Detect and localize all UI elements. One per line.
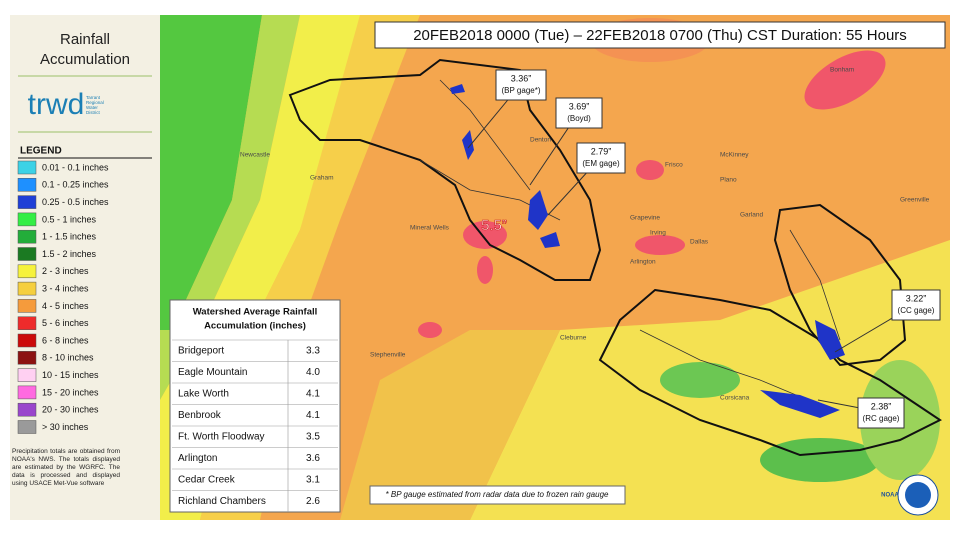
table-value: 3.6 (306, 453, 320, 464)
logo-subtitle: District (86, 110, 100, 115)
table-value: 2.6 (306, 496, 320, 507)
legend-label: 15 - 20 inches (42, 387, 99, 397)
map (160, 15, 950, 520)
logo-subtitle: Water (86, 105, 98, 110)
city-label: McKinney (720, 152, 749, 159)
legend-label: 5 - 6 inches (42, 318, 89, 328)
logo: trwd (28, 88, 85, 121)
legend-label: > 30 inches (42, 422, 89, 432)
legend-swatch (17, 264, 37, 279)
peak-label: 5.5” (481, 217, 507, 234)
legend-swatch (17, 299, 37, 313)
legend-label: 6 - 8 inches (42, 335, 89, 345)
logo-subtitle: Tarrant (86, 95, 101, 100)
legend-label: 0.25 - 0.5 inches (42, 197, 109, 207)
callout-value: 3.69” (569, 101, 590, 111)
legend-swatch (17, 281, 37, 296)
city-label: Frisco (665, 162, 683, 169)
callout-label: (EM gage) (582, 159, 620, 168)
city-label: Mineral Wells (410, 225, 450, 232)
sidebar-title: Accumulation (40, 51, 130, 68)
legend-label: 4 - 5 inches (42, 301, 89, 311)
legend-swatch (17, 212, 37, 227)
table-value: 3.1 (306, 475, 320, 486)
city-label: Denton (530, 137, 551, 144)
callout-value: 3.36” (511, 73, 532, 83)
city-label: Newcastle (240, 152, 270, 159)
callout-label: (RC gage) (863, 414, 900, 423)
callout-box (857, 397, 905, 429)
city-label: Garland (740, 212, 764, 219)
legend-label: 8 - 10 inches (42, 353, 94, 363)
table-name: Cedar Creek (178, 475, 236, 486)
city-label: Stephenville (370, 352, 406, 359)
legend-swatch (17, 402, 37, 417)
legend-swatch (17, 368, 37, 382)
table-name: Eagle Mountain (178, 367, 248, 378)
callout-value: 3.22” (906, 293, 927, 303)
callout-box (576, 142, 626, 174)
table-name: Ft. Worth Floodway (178, 432, 265, 443)
callout-value: 2.79” (591, 146, 612, 156)
city-label: Bonham (830, 67, 854, 74)
legend-title: LEGEND (20, 146, 62, 157)
footnote-box: Precipitation totals are obtained from N… (12, 448, 120, 487)
legend-label: 0.01 - 0.1 inches (42, 162, 109, 172)
legend-swatch (17, 160, 37, 175)
table-value: 4.0 (306, 367, 320, 378)
legend-label: 0.1 - 0.25 inches (42, 180, 109, 190)
legend-swatch (17, 420, 37, 434)
legend-label: 1 - 1.5 inches (42, 232, 97, 242)
table-value: 3.5 (306, 432, 320, 443)
legend-swatch (17, 316, 37, 330)
city-label: Cleburne (560, 335, 587, 342)
callout-box (891, 289, 941, 321)
callout-box (495, 69, 547, 101)
legend-label: 0.5 - 1 inches (42, 214, 97, 224)
table-value: 3.3 (306, 346, 320, 357)
legend-swatch (17, 195, 37, 209)
city-label: Graham (310, 175, 333, 182)
callout-label: (Boyd) (567, 114, 591, 123)
table-name: Arlington (178, 453, 217, 464)
legend-label: 3 - 4 inches (42, 283, 89, 293)
callout-box (555, 97, 603, 129)
table-name: Richland Chambers (178, 496, 266, 507)
table-value: 4.1 (306, 389, 320, 400)
callout-label: (CC gage) (898, 306, 935, 315)
city-label: Greenville (900, 197, 930, 204)
table-value: 4.1 (306, 410, 320, 421)
legend-swatch (17, 351, 37, 365)
callout-label: (BP gage*) (502, 86, 541, 95)
logo-subtitle: Regional (86, 100, 104, 105)
legend-label: 10 - 15 inches (42, 370, 99, 380)
callout-value: 2.38” (871, 401, 892, 411)
sidebar-title: Rainfall (60, 31, 110, 48)
table-name: Bridgeport (178, 346, 224, 357)
city-label: Plano (720, 177, 737, 184)
map-title: 20FEB2018 0000 (Tue) – 22FEB2018 0700 (T… (413, 27, 907, 44)
table-title: Watershed Average Rainfall (193, 307, 318, 318)
note: * BP gauge estimated from radar data due… (386, 490, 610, 499)
city-label: Corsicana (720, 395, 750, 402)
legend-swatch (17, 333, 37, 348)
table-title: Accumulation (inches) (204, 321, 306, 332)
legend-label: 1.5 - 2 inches (42, 249, 97, 259)
city-label: Dallas (690, 239, 709, 246)
legend-swatch (17, 178, 37, 192)
legend-label: 20 - 30 inches (42, 405, 99, 415)
city-label: Irving (650, 230, 666, 237)
legend-label: 2 - 3 inches (42, 266, 89, 276)
city-label: Grapevine (630, 215, 660, 222)
city-label: Arlington (630, 259, 656, 266)
legend-swatch (17, 247, 37, 261)
noaa-logo: NOAA (881, 493, 899, 499)
table-name: Benbrook (178, 410, 222, 421)
table-name: Lake Worth (178, 389, 229, 400)
legend-swatch (17, 385, 37, 400)
legend-swatch (17, 229, 37, 244)
footnote: Precipitation totals are obtained from N… (12, 448, 120, 487)
